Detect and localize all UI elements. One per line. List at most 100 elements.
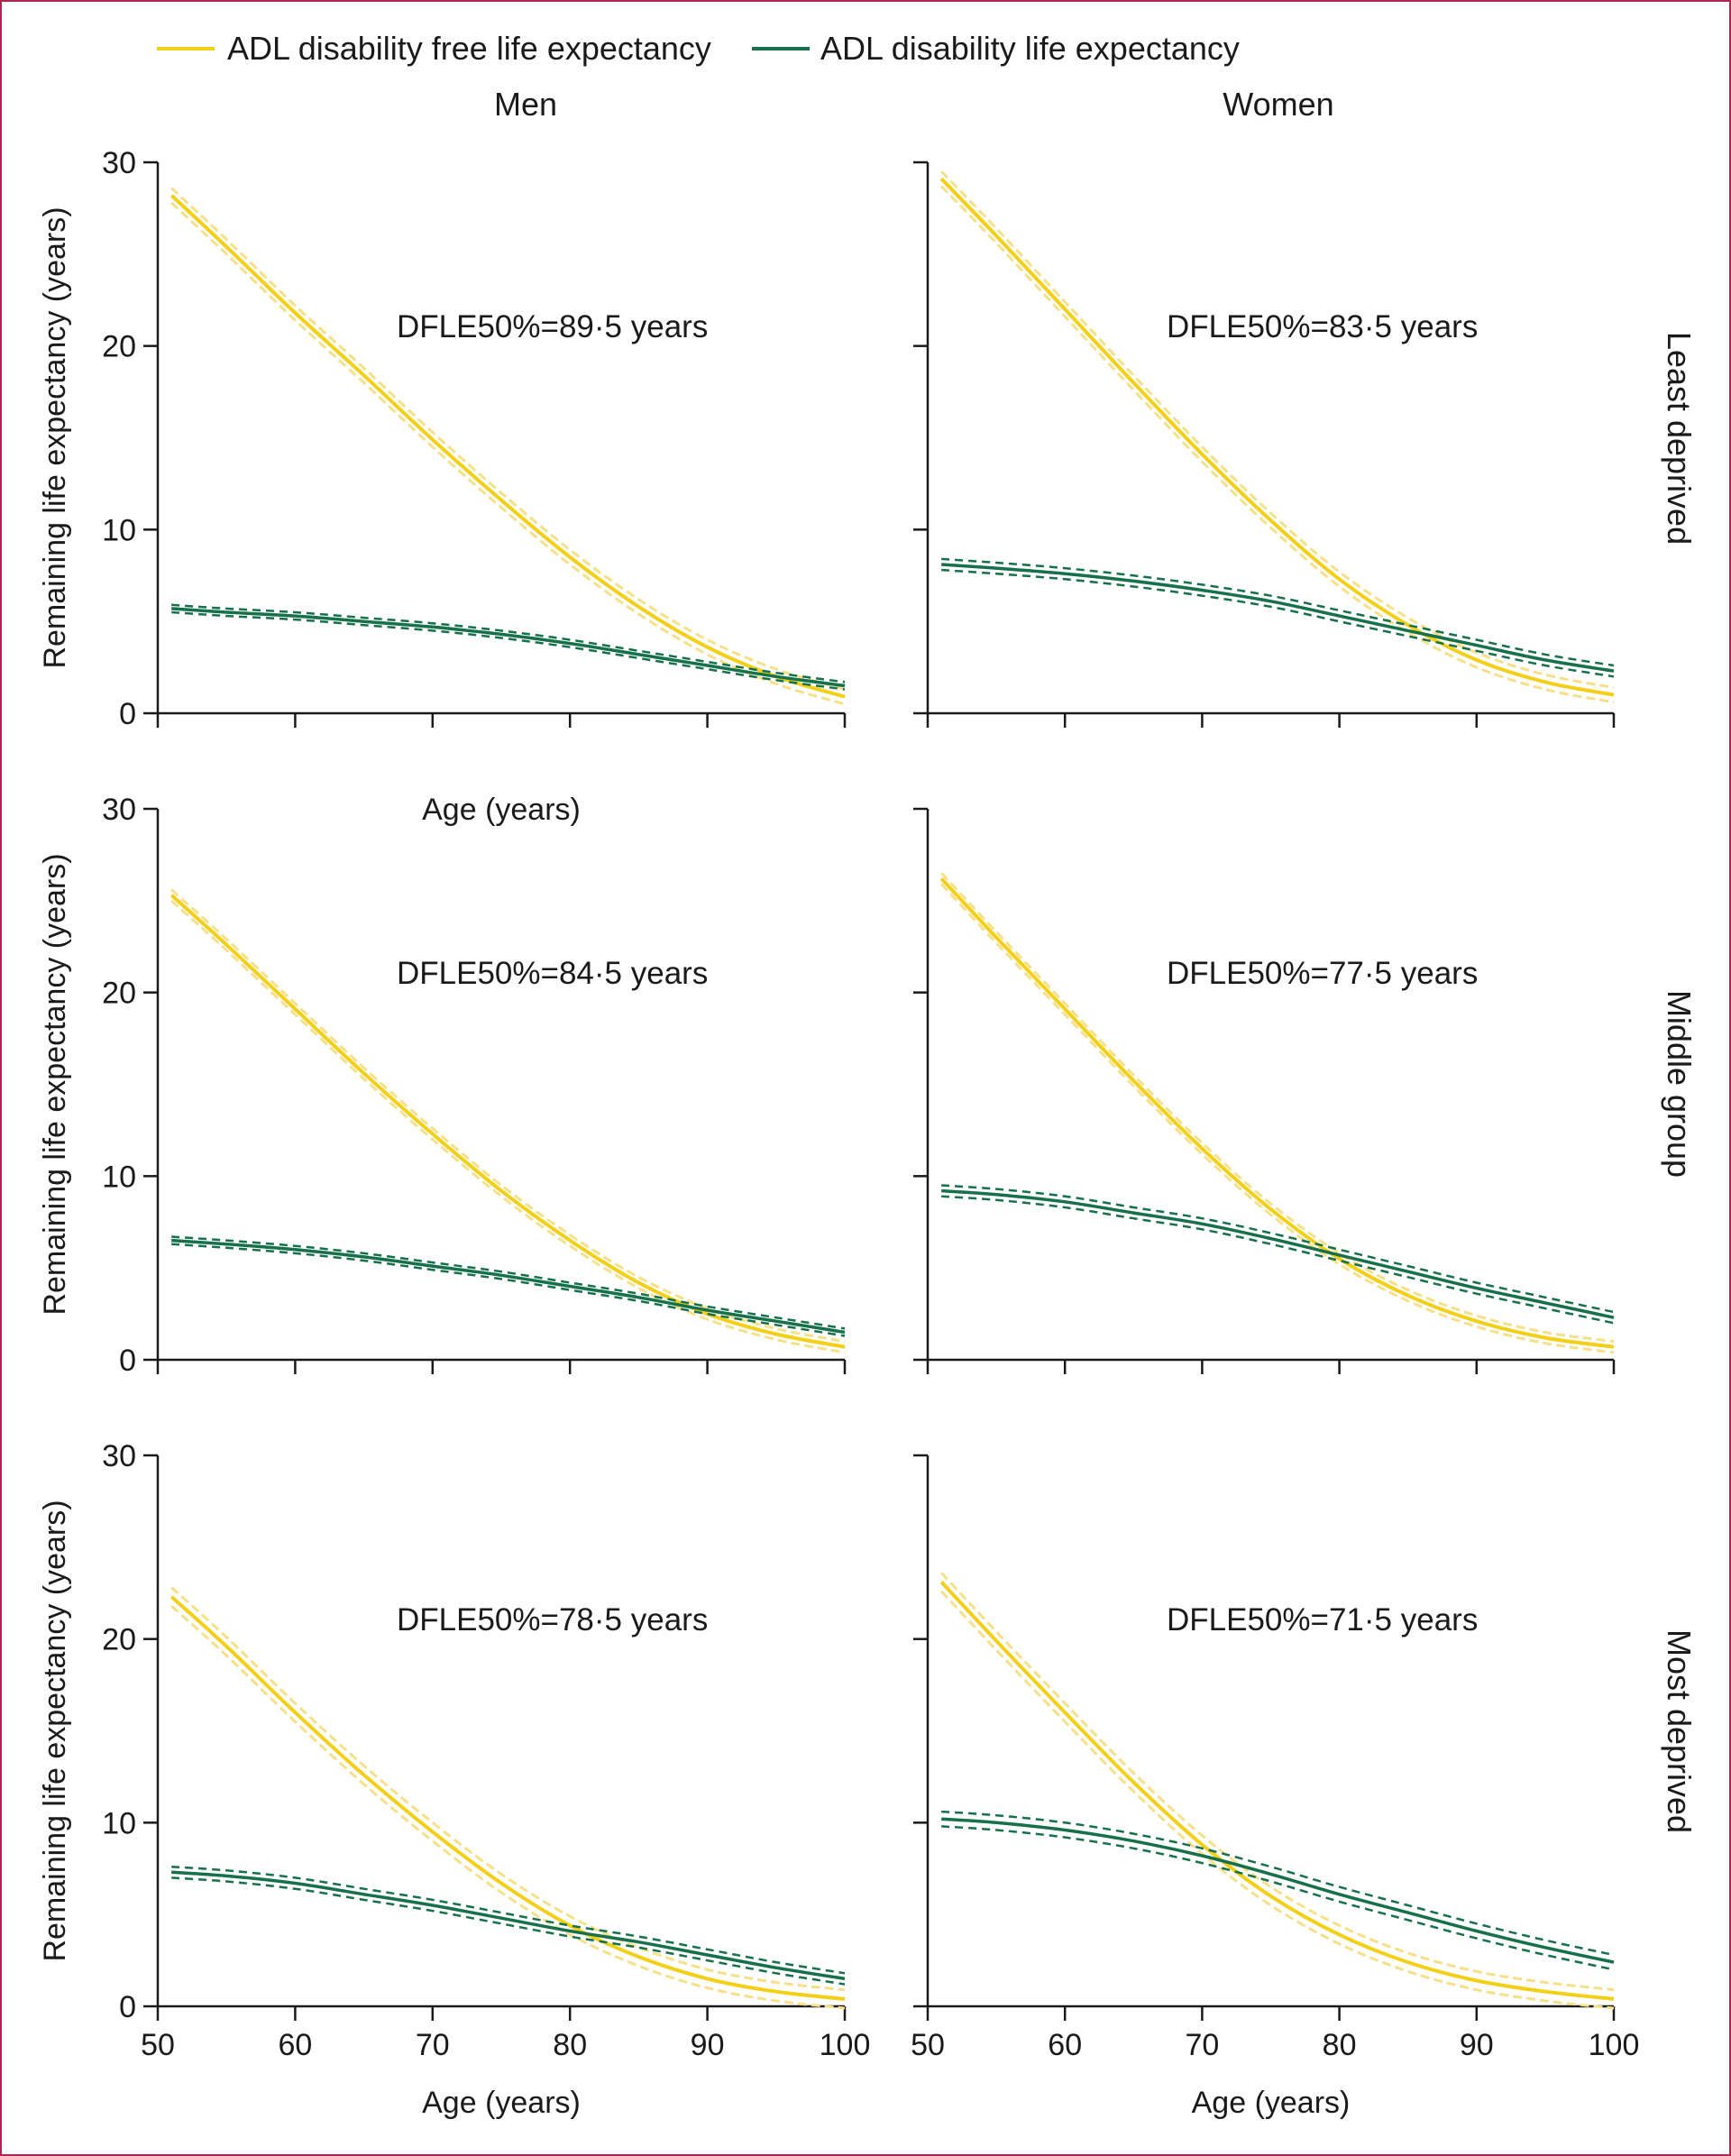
ci-upper-line bbox=[171, 1235, 846, 1330]
data-point bbox=[1132, 381, 1134, 383]
series-disability bbox=[171, 603, 846, 691]
data-point bbox=[1201, 1148, 1203, 1150]
data-point bbox=[363, 1256, 365, 1258]
data-point bbox=[1476, 1931, 1478, 1932]
y-tick-label: 30 bbox=[102, 146, 136, 180]
data-point bbox=[1132, 1840, 1134, 1842]
data-point bbox=[1613, 1961, 1615, 1963]
data-point bbox=[1201, 1855, 1203, 1857]
column-title-men: Men bbox=[494, 86, 557, 123]
data-point bbox=[940, 564, 942, 565]
dfle-annotation: DFLE50%=89·5 years bbox=[397, 309, 708, 344]
data-point bbox=[432, 1904, 434, 1906]
ci-lower-line bbox=[170, 201, 846, 706]
data-point bbox=[1132, 1212, 1134, 1214]
data-point bbox=[569, 556, 571, 558]
data-point bbox=[995, 235, 997, 237]
data-point bbox=[775, 1967, 777, 1968]
y-axis-title: Remaining life expectancy (years) bbox=[38, 853, 72, 1315]
data-point bbox=[1132, 1782, 1134, 1784]
data-point bbox=[294, 1008, 296, 1010]
data-point bbox=[1544, 681, 1546, 683]
legend: ADL disability free life expectancy ADL … bbox=[157, 30, 1240, 67]
ci-upper-line bbox=[940, 872, 1615, 1344]
series-disability bbox=[941, 1810, 1615, 1971]
data-point bbox=[500, 1883, 502, 1885]
data-point bbox=[707, 1954, 709, 1956]
estimate-line bbox=[939, 1581, 1615, 2001]
data-point bbox=[1270, 1895, 1272, 1897]
data-point bbox=[1339, 1254, 1341, 1256]
data-point bbox=[500, 1274, 502, 1276]
data-point bbox=[363, 374, 365, 376]
data-point bbox=[940, 877, 942, 879]
data-point bbox=[225, 1875, 227, 1876]
x-tick-label: 70 bbox=[416, 2028, 450, 2062]
panels: 0 10 20 30 Remaining life expectancy (years)… bbox=[38, 146, 1639, 2120]
data-point bbox=[995, 937, 997, 939]
data-point bbox=[775, 675, 777, 677]
series-free bbox=[939, 170, 1615, 704]
data-point bbox=[637, 1941, 639, 1943]
data-point bbox=[1201, 590, 1203, 592]
data-point bbox=[1064, 573, 1066, 574]
data-point bbox=[170, 1596, 172, 1598]
series-disability bbox=[171, 1235, 846, 1337]
data-point bbox=[294, 615, 296, 617]
data-point bbox=[1064, 1201, 1066, 1203]
row-title-least-deprived: Least deprived bbox=[1661, 332, 1698, 545]
data-point bbox=[432, 626, 434, 628]
x-axis-title: Age (years) bbox=[422, 793, 581, 827]
data-point bbox=[363, 1774, 365, 1775]
data-point bbox=[1270, 519, 1272, 521]
estimate-line bbox=[171, 607, 846, 688]
ci-upper-line bbox=[170, 1586, 846, 1992]
x-tick-label: 50 bbox=[911, 2028, 945, 2062]
data-point bbox=[225, 944, 227, 946]
data-point bbox=[432, 439, 434, 441]
column-title-women: Women bbox=[1223, 86, 1333, 123]
ci-lower-line bbox=[171, 610, 846, 691]
estimate-line bbox=[169, 194, 846, 699]
x-tick-label: 90 bbox=[1460, 2028, 1494, 2062]
panel-0: 0 10 20 30 Remaining life expectancy (years)… bbox=[38, 146, 847, 827]
row-title-middle-group: Middle group bbox=[1661, 990, 1698, 1178]
data-point bbox=[500, 633, 502, 635]
data-point bbox=[637, 1956, 639, 1958]
ci-lower-line bbox=[941, 1195, 1615, 1325]
ci-upper-line bbox=[940, 1572, 1615, 1992]
y-tick-label: 10 bbox=[102, 1806, 136, 1840]
series-free bbox=[169, 187, 846, 706]
ci-lower-line bbox=[940, 185, 1615, 704]
legend-disability-label: ADL disability life expectancy bbox=[820, 30, 1240, 67]
data-point bbox=[569, 643, 571, 645]
legend-free-label: ADL disability free life expectancy bbox=[227, 30, 711, 67]
data-point bbox=[707, 647, 709, 648]
x-tick-label: 50 bbox=[141, 2028, 175, 2062]
ci-upper-line bbox=[940, 170, 1615, 689]
x-tick-label: 100 bbox=[820, 2028, 871, 2062]
x-axis-title: Age (years) bbox=[1192, 2086, 1351, 2120]
ci-upper-line bbox=[171, 1865, 846, 1975]
panel-4: 0 10 20 30 50 60 70 80 90 100 Remaining life expec… bbox=[38, 1439, 870, 2120]
data-point bbox=[1201, 454, 1203, 455]
dfle-annotation: DFLE50%=77·5 years bbox=[1167, 956, 1478, 991]
data-point bbox=[1544, 1991, 1546, 1993]
data-point bbox=[294, 1883, 296, 1885]
data-point bbox=[637, 606, 639, 608]
data-point bbox=[294, 312, 296, 314]
data-point bbox=[1613, 694, 1615, 696]
x-tick-label: 90 bbox=[691, 2028, 725, 2062]
y-tick-label: 20 bbox=[102, 330, 136, 364]
data-point bbox=[775, 1320, 777, 1322]
dfle-annotation: DFLE50%=83·5 years bbox=[1167, 309, 1478, 344]
series-disability bbox=[171, 1865, 846, 1986]
data-point bbox=[1270, 1208, 1272, 1210]
series-disability bbox=[940, 1184, 1615, 1325]
ci-lower-line bbox=[941, 1825, 1615, 1971]
data-point bbox=[1407, 1271, 1409, 1272]
y-tick-label: 0 bbox=[119, 1344, 136, 1378]
data-point bbox=[1407, 624, 1409, 626]
data-point bbox=[940, 1190, 942, 1192]
